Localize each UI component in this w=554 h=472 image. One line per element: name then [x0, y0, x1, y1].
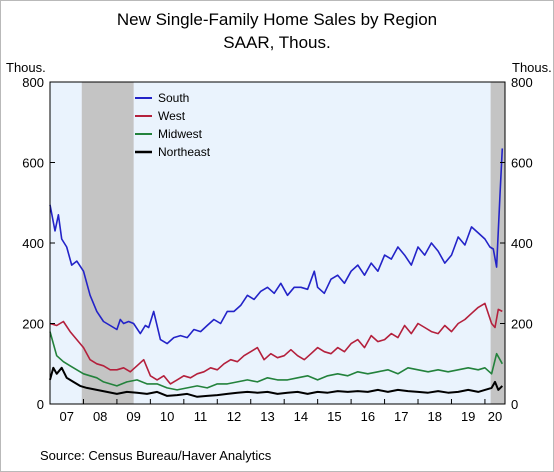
recession-band-0: [81, 82, 134, 404]
x-tick-label-15: 15: [327, 409, 341, 424]
x-tick-label-11: 11: [194, 409, 208, 424]
x-tick-label-20: 20: [488, 409, 502, 424]
x-tick-label-19: 19: [461, 409, 475, 424]
chart-subtitle: SAAR, Thous.: [223, 33, 331, 52]
left-axis-unit: Thous.: [6, 60, 46, 75]
x-tick-label-10: 10: [160, 409, 174, 424]
legend-label-west: West: [158, 109, 186, 123]
x-tick-label-07: 07: [59, 409, 73, 424]
series-line-south: [49, 148, 504, 345]
x-tick-label-17: 17: [394, 409, 408, 424]
y-tick-label-left-600: 600: [22, 156, 44, 171]
y-tick-label-left-0: 0: [37, 397, 44, 412]
legend-label-northeast: Northeast: [158, 145, 211, 159]
series-line-northeast: [49, 366, 504, 398]
y-tick-label-left-400: 400: [22, 236, 44, 251]
y-tick-label-right-400: 400: [511, 236, 533, 251]
y-tick-label-left-200: 200: [22, 317, 44, 332]
chart-title: New Single-Family Home Sales by Region: [116, 10, 438, 29]
series-line-west: [49, 302, 503, 385]
y-tick-label-right-0: 0: [511, 397, 518, 412]
legend-label-south: South: [158, 91, 189, 105]
y-tick-label-right-800: 800: [511, 75, 533, 90]
right-axis-unit: Thous.: [512, 60, 552, 75]
x-tick-label-12: 12: [227, 409, 241, 424]
series-line-midwest: [49, 331, 503, 391]
y-tick-label-right-600: 600: [511, 156, 533, 171]
x-tick-label-09: 09: [126, 409, 140, 424]
y-tick-label-left-800: 800: [22, 75, 44, 90]
x-tick-label-08: 08: [93, 409, 107, 424]
y-tick-label-right-200: 200: [511, 317, 533, 332]
x-tick-label-13: 13: [260, 409, 274, 424]
source-note: Source: Census Bureau/Haver Analytics: [40, 448, 272, 463]
legend-label-midwest: Midwest: [158, 127, 203, 141]
x-tick-label-16: 16: [361, 409, 375, 424]
x-tick-label-18: 18: [428, 409, 442, 424]
x-tick-label-14: 14: [294, 409, 308, 424]
